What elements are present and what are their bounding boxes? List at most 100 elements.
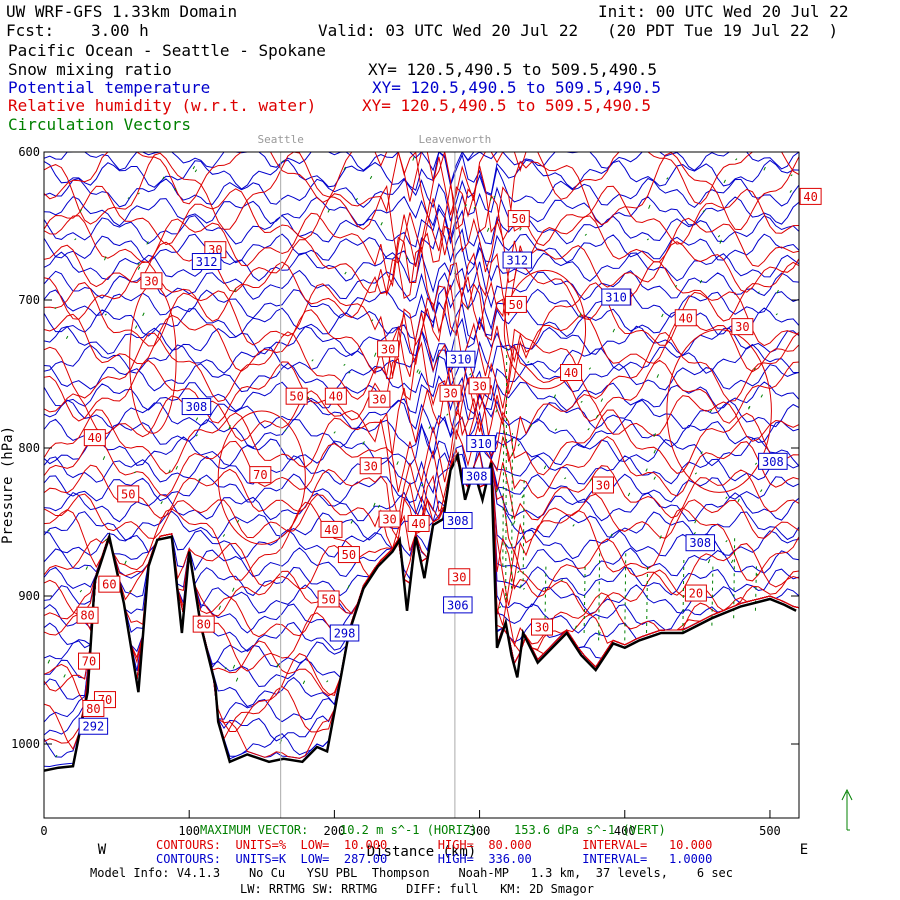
vector-arrow xyxy=(521,495,524,499)
rh-contour-label-box xyxy=(83,429,106,447)
vector-arrow xyxy=(406,257,409,260)
vector-arrow xyxy=(127,197,130,199)
rh-contour-label: 30 xyxy=(443,387,457,401)
vector-arrow xyxy=(464,204,468,207)
rh-contour-line xyxy=(44,240,799,337)
vector-arrow xyxy=(420,483,424,487)
vector-arrow xyxy=(709,409,713,413)
rh-contour-label: 70 xyxy=(253,468,267,482)
vector-arrow xyxy=(519,227,522,231)
east-label: E xyxy=(800,842,808,858)
vector-arrow xyxy=(103,256,107,261)
vector-arrow xyxy=(436,356,439,360)
vector-arrow xyxy=(137,192,140,195)
vector-arrow xyxy=(104,538,108,542)
field-snow-xy: XY= 120.5,490.5 to 509.5,490.5 xyxy=(368,60,657,79)
vector-arrow xyxy=(124,560,127,565)
vector-arrow xyxy=(348,371,351,374)
rh-contour-label: 60 xyxy=(102,578,116,592)
model-title: UW WRF-GFS 1.33km Domain xyxy=(6,2,238,21)
rh-contour-line xyxy=(44,262,799,376)
theta-contour-line xyxy=(44,261,799,313)
vector-arrow xyxy=(377,504,381,508)
rh-contour-label-box xyxy=(337,546,360,564)
rh-contour-line xyxy=(44,152,799,242)
rh-contour-label: 30 xyxy=(381,342,395,356)
rh-contour-line xyxy=(44,419,799,519)
field-rh-name: Relative humidity (w.r.t. water) xyxy=(8,96,317,115)
max-vector-vert: 153.6 dPa s^-1 (VERT) xyxy=(514,823,666,837)
rh-contour-label-box xyxy=(504,295,527,313)
theta-contour-label: 308 xyxy=(186,400,208,414)
rh-contour-line xyxy=(44,341,799,440)
vector-arrow xyxy=(645,468,648,472)
forecast-value: 3.00 h xyxy=(91,21,149,40)
vector-arrow xyxy=(493,195,496,198)
vector-arrow xyxy=(326,680,329,683)
rh-contour-label: 50 xyxy=(342,548,356,562)
field-rh-xy: XY= 120.5,490.5 to 509.5,490.5 xyxy=(362,96,651,115)
theta-contour-info: CONTOURS: UNITS=K LOW= 287.00 HIGH= 336.… xyxy=(156,852,713,866)
theta-contour-line xyxy=(44,301,799,341)
theta-contour-line xyxy=(44,355,799,402)
rh-contour-label-box xyxy=(324,387,347,405)
max-vector-label: MAXIMUM VECTOR: xyxy=(200,823,309,837)
vector-arrow xyxy=(350,520,353,524)
vector-arrow xyxy=(737,498,740,503)
theta-contour-label-box xyxy=(181,398,212,416)
vector-arrow xyxy=(133,471,137,474)
y-axis-title: Pressure (hPa) xyxy=(0,426,16,544)
vector-arrow xyxy=(469,373,472,376)
vector-arrow xyxy=(495,488,499,493)
vector-arrow xyxy=(753,367,756,371)
vertical-vector xyxy=(624,551,627,641)
vector-arrow xyxy=(776,289,779,294)
rh-contour-label: 40 xyxy=(411,517,425,531)
vector-arrow xyxy=(595,414,599,419)
vector-arrow xyxy=(416,369,419,373)
theta-contour-label: 298 xyxy=(334,627,356,641)
rh-contour-label: 30 xyxy=(382,513,396,527)
model-info-physics: LW: RRTMG SW: RRTMG DIFF: full KM: 2D Sm… xyxy=(240,882,595,896)
rh-contour-label-box xyxy=(407,514,430,532)
vector-arrow xyxy=(195,417,199,421)
vector-arrow xyxy=(612,328,616,333)
rh-contour-line xyxy=(44,389,799,493)
x-tick-label: 500 xyxy=(759,824,781,838)
vector-arrow xyxy=(418,370,421,375)
vector-arrow xyxy=(146,241,149,245)
vector-arrow xyxy=(129,589,132,593)
rh-contour-label: 40 xyxy=(803,190,817,204)
vector-arrow xyxy=(498,606,502,609)
vector-arrow xyxy=(218,605,221,610)
field-theta-xy: XY= 120.5,490.5 to 509.5,490.5 xyxy=(372,78,661,97)
rh-contour-label: 30 xyxy=(735,320,749,334)
vector-arrow xyxy=(222,534,226,537)
vector-arrow xyxy=(661,313,664,318)
rh-contour-loop xyxy=(129,284,177,434)
vector-arrow xyxy=(519,584,522,589)
vector-arrow xyxy=(527,361,530,364)
rh-contour-label: 30 xyxy=(372,393,386,407)
rh-contour-label-box xyxy=(317,590,340,608)
vector-arrow xyxy=(574,625,577,630)
rh-contour-label: 50 xyxy=(321,592,335,606)
vector-arrow xyxy=(54,307,57,310)
theta-contour-label-box xyxy=(685,534,716,552)
theta-contour-line xyxy=(44,152,799,185)
vector-arrow xyxy=(344,271,347,275)
rh-contour-line xyxy=(44,152,799,216)
rh-contour-loop xyxy=(217,410,306,545)
rh-contour-label-box xyxy=(591,476,614,494)
theta-contour-line xyxy=(44,186,799,240)
vector-arrow xyxy=(333,431,336,434)
vertical-vector xyxy=(511,433,514,589)
vector-arrow xyxy=(232,587,235,592)
vector-arrow xyxy=(302,680,306,685)
terrain-line xyxy=(44,451,797,772)
rh-contour-label-box xyxy=(249,466,272,484)
vector-arrow xyxy=(543,465,547,470)
theta-contour-line xyxy=(44,241,799,294)
vector-arrow xyxy=(610,533,613,537)
